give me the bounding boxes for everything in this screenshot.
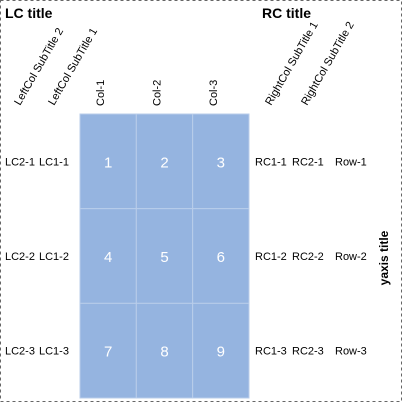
cell-value-label: 3 xyxy=(217,154,225,171)
right-row-label: RC2-1 xyxy=(292,156,324,168)
table-labels: Col-1 Col-2 Col-3 LC2-1 LC1-1 RC1-1 RC2-1 Row-1… xyxy=(5,80,367,358)
column-header: Col-2 xyxy=(151,80,163,106)
cell-value-label: 1 xyxy=(104,154,112,171)
cell-value-label: 4 xyxy=(104,249,112,266)
table-cell xyxy=(79,302,137,399)
right-row-label: RC1-1 xyxy=(255,156,287,168)
left-row-label: LC1-3 xyxy=(39,346,69,358)
left-row-label: LC2-3 xyxy=(5,346,35,358)
cell-value-label: 7 xyxy=(104,344,112,361)
yaxis-title: yaxis title xyxy=(377,230,391,285)
row-name-label: Row-2 xyxy=(335,251,367,263)
table-cell xyxy=(192,302,250,399)
cell-value-label: 8 xyxy=(160,344,168,361)
table-cell xyxy=(192,208,250,304)
table-cell xyxy=(135,302,194,399)
left-row-label: LC1-2 xyxy=(39,251,69,263)
left-row-label: LC2-2 xyxy=(5,251,35,263)
right-row-label: RC1-3 xyxy=(255,346,287,358)
table-cell xyxy=(135,208,194,304)
column-header: Col-3 xyxy=(208,80,220,106)
cell-value-label: 5 xyxy=(160,249,168,266)
right-title: RC title xyxy=(262,5,311,21)
right-row-label: RC2-2 xyxy=(292,251,324,263)
row-name-label: Row-1 xyxy=(335,156,367,168)
cell-value-label: 9 xyxy=(217,344,225,361)
cell-value-label: 2 xyxy=(160,154,168,171)
right-row-label: RC1-2 xyxy=(255,251,287,263)
column-header: Col-1 xyxy=(95,80,107,106)
left-row-label: LC2-1 xyxy=(5,156,35,168)
cell-value-label: 6 xyxy=(217,249,225,266)
left-title: LC title xyxy=(5,5,53,21)
row-name-label: Row-3 xyxy=(335,346,367,358)
table-cells: 1 2 3 4 5 6 7 8 9 xyxy=(79,113,250,399)
right-row-label: RC2-3 xyxy=(292,346,324,358)
table-cell xyxy=(79,208,137,304)
left-row-label: LC1-1 xyxy=(39,156,69,168)
